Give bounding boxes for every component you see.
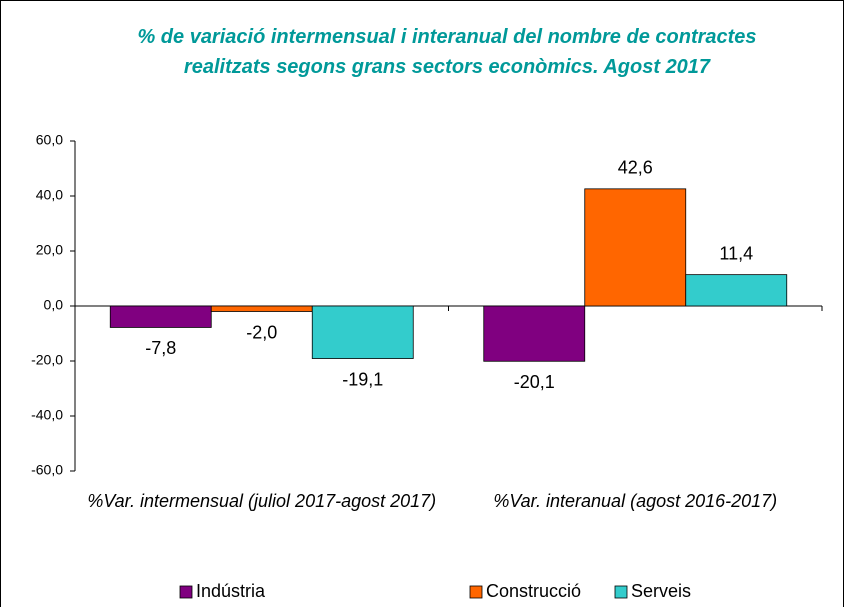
value-label: -2,0 bbox=[246, 322, 277, 342]
y-tick-label: 0,0 bbox=[44, 297, 64, 313]
bar bbox=[584, 188, 687, 307]
value-label: 42,6 bbox=[618, 158, 653, 178]
bar bbox=[210, 305, 313, 312]
legend-label: Serveis bbox=[631, 581, 691, 601]
legend-swatch bbox=[469, 585, 483, 599]
bar bbox=[109, 305, 212, 328]
legend-swatch bbox=[614, 585, 628, 599]
legend-label: Construcció bbox=[486, 581, 581, 601]
x-tick-label: %Var. interanual (agost 2016-2017) bbox=[493, 491, 778, 511]
bar bbox=[311, 305, 414, 359]
x-tick-label: %Var. intermensual (juliol 2017-agost 20… bbox=[87, 491, 437, 511]
legend-swatch bbox=[179, 585, 193, 599]
bar bbox=[483, 305, 586, 362]
value-label: -20,1 bbox=[514, 372, 555, 392]
chart-title: % de variació intermensual i interanual … bbox=[137, 26, 757, 78]
bar bbox=[685, 274, 788, 307]
value-label: 11,4 bbox=[719, 243, 753, 263]
y-tick-label: 60,0 bbox=[36, 132, 63, 148]
value-label: -19,1 bbox=[342, 369, 383, 389]
y-tick-label: 40,0 bbox=[36, 187, 63, 203]
value-label: -7,8 bbox=[145, 338, 176, 358]
y-tick-label: -20,0 bbox=[31, 352, 63, 368]
legend-label: Indústria bbox=[196, 581, 266, 601]
y-tick-label: -60,0 bbox=[31, 462, 63, 478]
y-tick-label: -40,0 bbox=[31, 407, 63, 423]
y-tick-label: 20,0 bbox=[36, 242, 63, 258]
